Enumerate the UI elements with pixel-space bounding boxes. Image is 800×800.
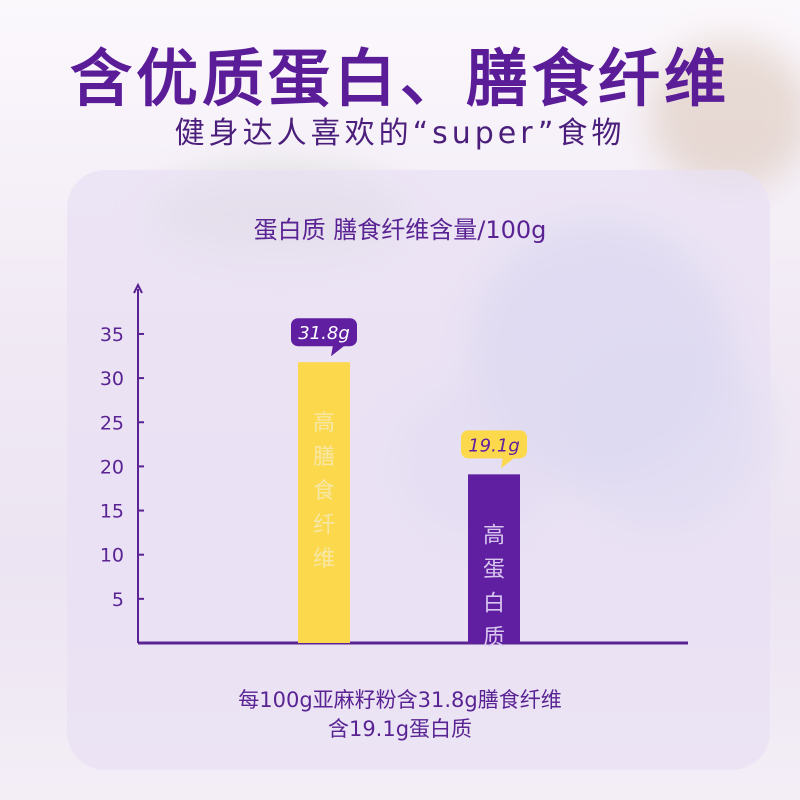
data-label-bubble — [461, 430, 527, 459]
page-subtitle: 健身达人喜欢的“super”食物 — [174, 116, 626, 151]
seed-blur — [650, 40, 800, 190]
y-tick-label: 35 — [100, 324, 124, 346]
bar-inner-label: 高蛋白质 — [483, 523, 505, 650]
y-tick-label: 20 — [100, 456, 124, 478]
footnote-line-1: 每100g亚麻籽粉含31.8g膳食纤维 — [238, 688, 562, 712]
footnote-line-2: 含19.1g蛋白质 — [327, 717, 473, 741]
page-title: 含优质蛋白、膳食纤维 — [69, 42, 730, 115]
data-label: 31.8g — [298, 323, 350, 344]
data-label-bubble — [291, 318, 357, 347]
chart-panel — [67, 170, 770, 770]
y-tick-label: 5 — [112, 589, 124, 611]
y-axis-arrow — [133, 282, 143, 294]
bar — [298, 362, 350, 643]
y-tick-label: 30 — [100, 368, 124, 390]
data-label-pointer — [331, 345, 345, 357]
y-tick-label: 15 — [100, 501, 124, 523]
y-tick-label: 10 — [100, 545, 124, 567]
y-tick-label: 25 — [100, 412, 124, 434]
chart-title: 蛋白质 膳食纤维含量/100g — [253, 216, 547, 244]
data-label-pointer — [501, 457, 515, 469]
bar-inner-label: 高膳食纤维 — [313, 411, 335, 572]
bar — [468, 474, 520, 643]
data-label: 19.1g — [468, 435, 520, 456]
